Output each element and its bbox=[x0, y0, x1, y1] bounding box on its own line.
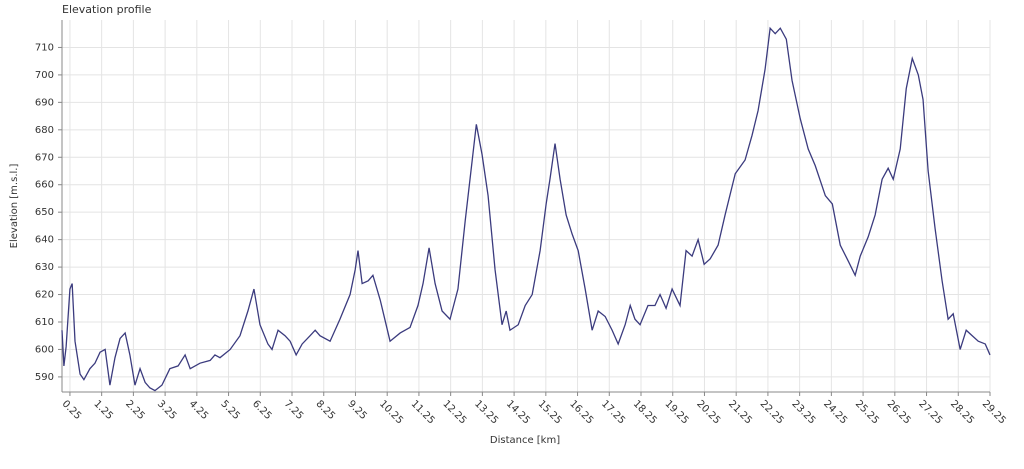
x-tick-label: 19.25 bbox=[662, 398, 690, 426]
x-tick-label: 0.25 bbox=[60, 398, 84, 422]
x-tick-label: 16.25 bbox=[567, 398, 595, 426]
y-tick-label: 650 bbox=[35, 207, 54, 218]
x-tick-label: 18.25 bbox=[631, 398, 659, 426]
y-tick-label: 630 bbox=[35, 262, 54, 273]
y-axis-label: Elevation [m.s.l.] bbox=[9, 164, 20, 249]
x-tick-label: 22.25 bbox=[758, 398, 786, 426]
y-tick-label: 700 bbox=[35, 70, 54, 81]
x-tick-label: 7.25 bbox=[282, 398, 306, 422]
y-tick-label: 600 bbox=[35, 344, 54, 355]
x-tick-label: 29.25 bbox=[980, 398, 1008, 426]
x-tick-label: 26.25 bbox=[885, 398, 913, 426]
y-tick-label: 610 bbox=[35, 317, 54, 328]
x-axis-label: Distance [km] bbox=[490, 435, 560, 446]
chart-title: Elevation profile bbox=[62, 3, 152, 16]
x-tick-label: 17.25 bbox=[599, 398, 627, 426]
y-tick-label: 590 bbox=[35, 372, 54, 383]
x-tick-label: 6.25 bbox=[250, 398, 274, 422]
x-tick-label: 9.25 bbox=[345, 398, 369, 422]
y-tick-label: 710 bbox=[35, 42, 54, 53]
x-tick-label: 28.25 bbox=[948, 398, 976, 426]
x-tick-label: 14.25 bbox=[504, 398, 532, 426]
y-tick-label: 620 bbox=[35, 290, 54, 301]
y-tick-label: 670 bbox=[35, 152, 54, 163]
x-tick-label: 12.25 bbox=[440, 398, 468, 426]
y-tick-label: 690 bbox=[35, 97, 54, 108]
x-tick-label: 13.25 bbox=[472, 398, 500, 426]
x-tick-label: 25.25 bbox=[853, 398, 881, 426]
x-tick-label: 1.25 bbox=[91, 398, 115, 422]
x-tick-label: 24.25 bbox=[821, 398, 849, 426]
x-tick-label: 8.25 bbox=[314, 398, 338, 422]
x-tick-label: 15.25 bbox=[536, 398, 564, 426]
x-tick-label: 2.25 bbox=[123, 398, 147, 422]
x-tick-label: 21.25 bbox=[726, 398, 754, 426]
x-tick-label: 10.25 bbox=[377, 398, 405, 426]
elevation-line bbox=[61, 26, 991, 392]
x-tick-label: 11.25 bbox=[409, 398, 437, 426]
y-tick-label: 660 bbox=[35, 180, 54, 191]
x-tick-label: 20.25 bbox=[694, 398, 722, 426]
x-tick-label: 3.25 bbox=[155, 398, 179, 422]
y-tick-label: 640 bbox=[35, 235, 54, 246]
x-tick-label: 4.25 bbox=[187, 398, 211, 422]
x-tick-label: 27.25 bbox=[916, 398, 944, 426]
y-tick-label: 680 bbox=[35, 125, 54, 136]
x-tick-label: 5.25 bbox=[218, 398, 242, 422]
x-tick-label: 23.25 bbox=[789, 398, 817, 426]
